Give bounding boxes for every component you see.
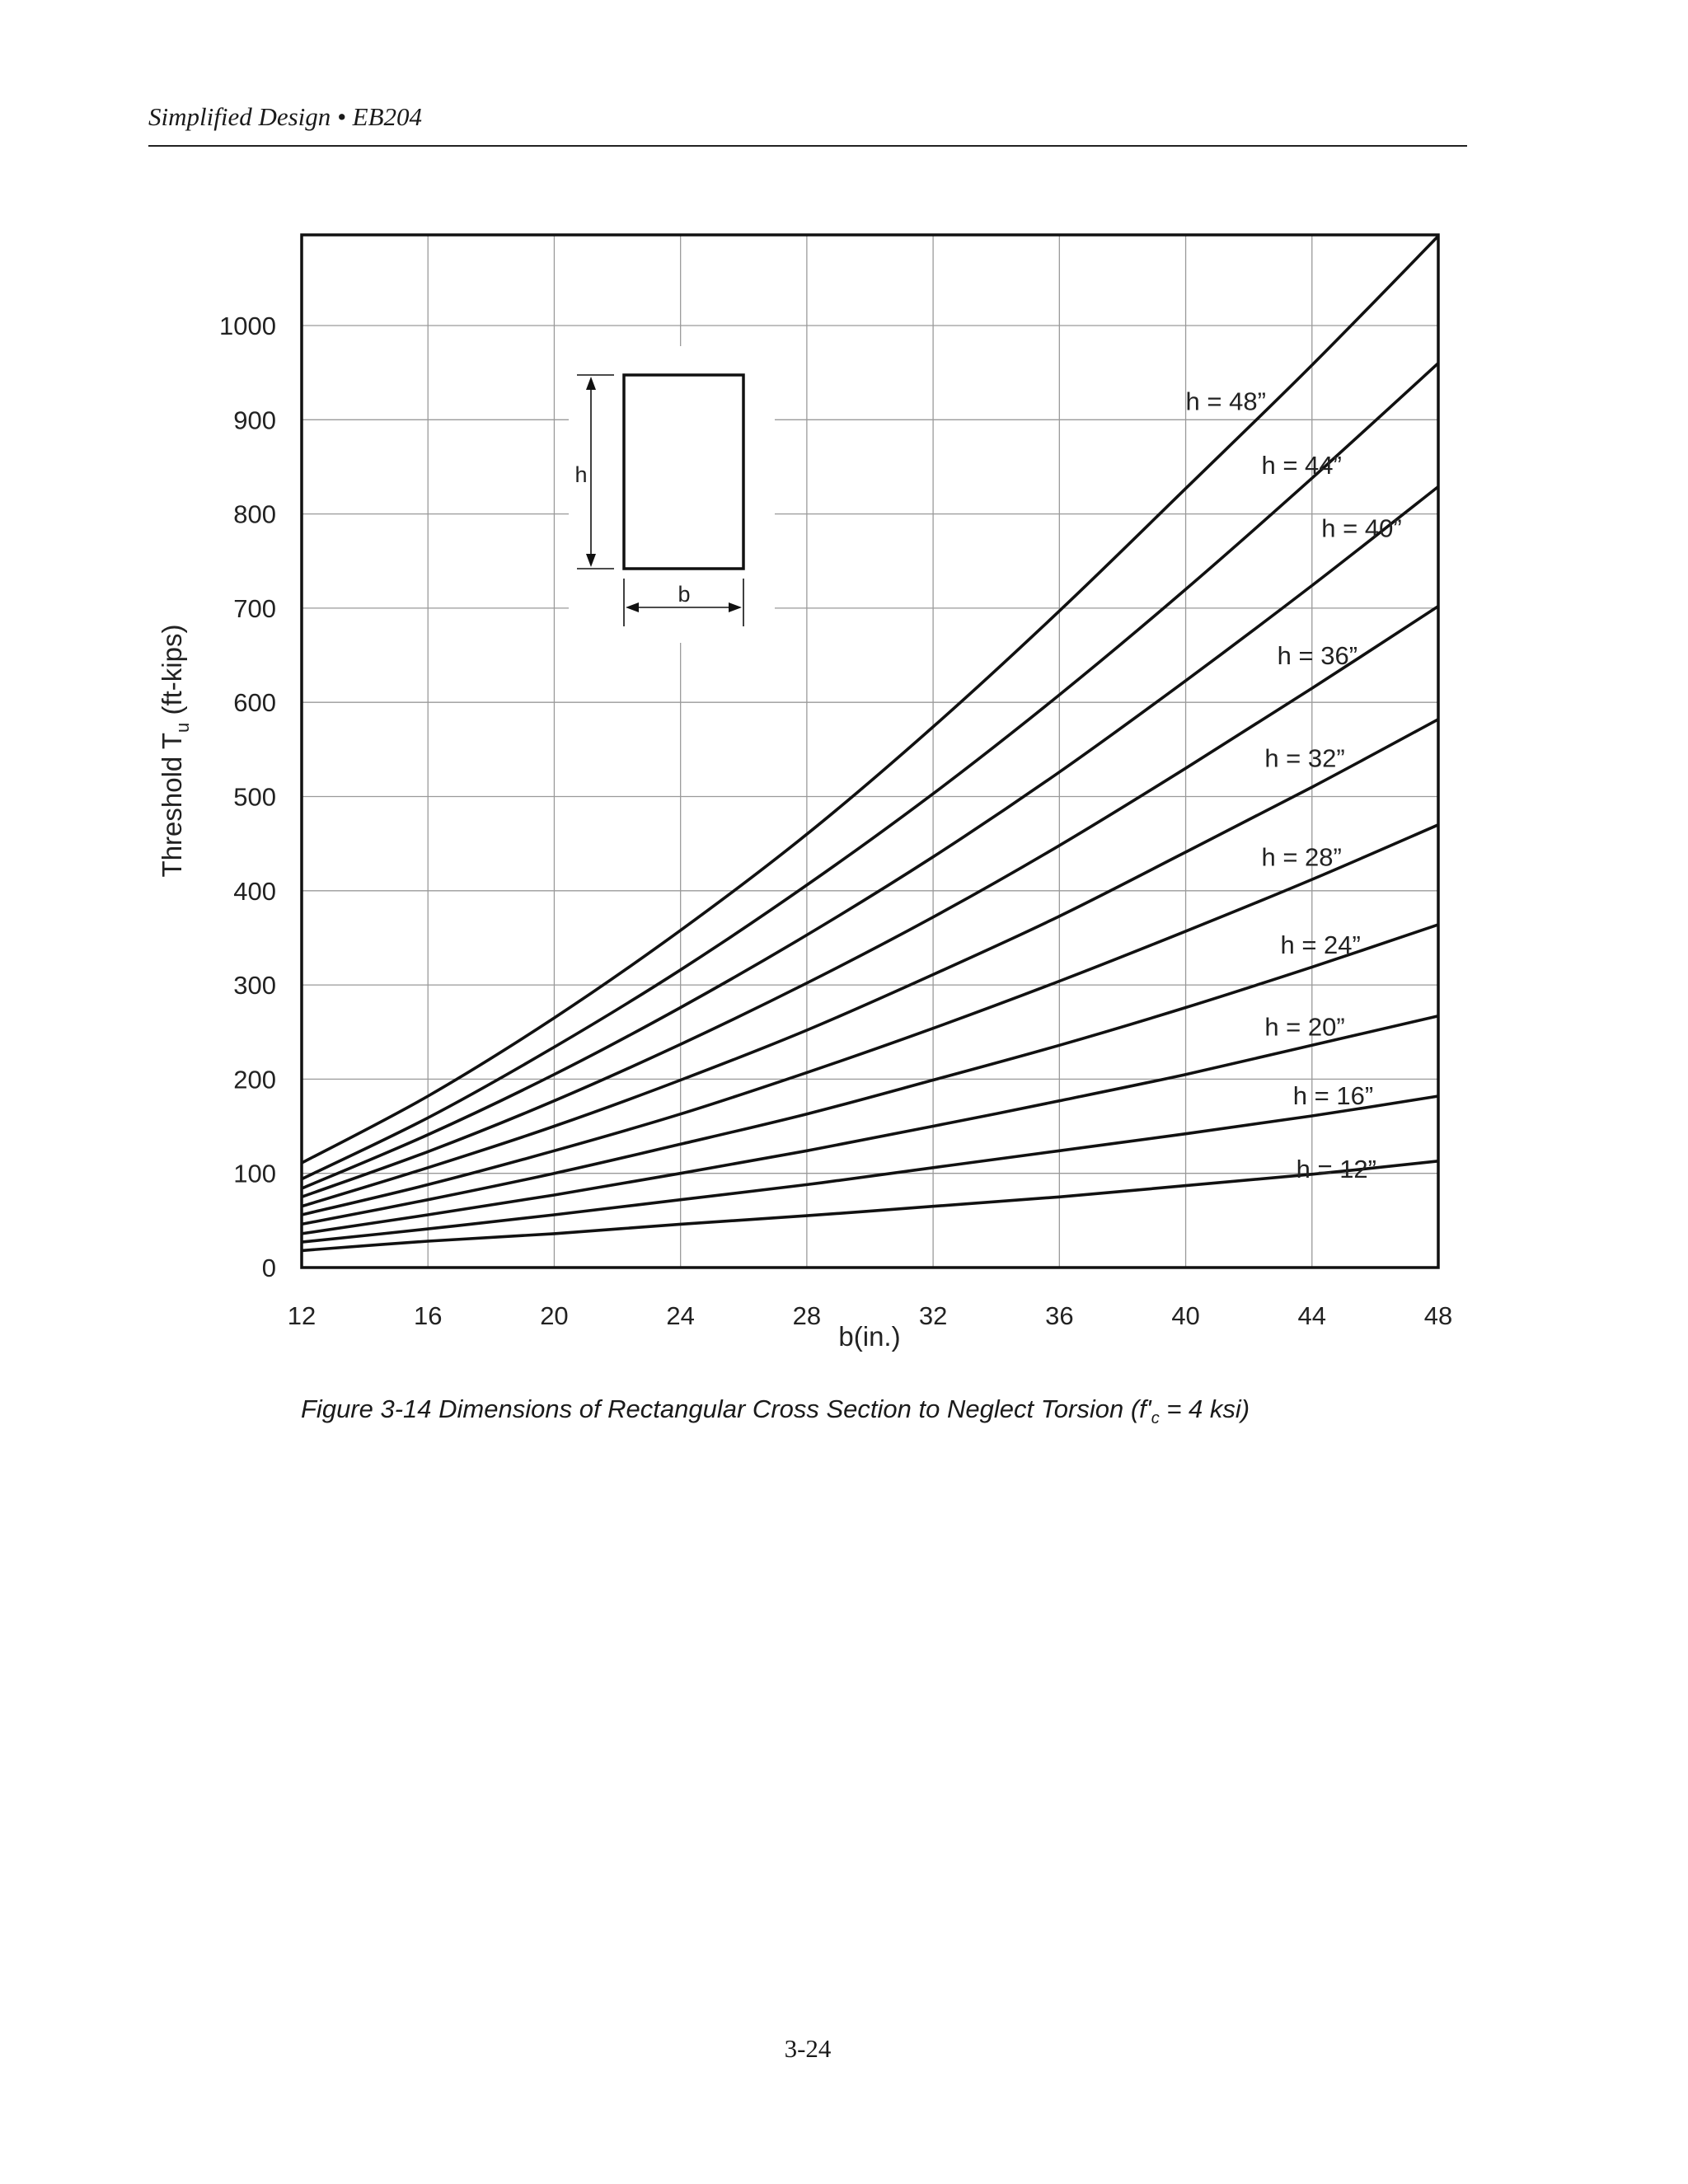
- cross-section-inset: h b: [569, 346, 775, 643]
- y-tick-label: 900: [233, 405, 276, 434]
- series-line: [301, 718, 1439, 1208]
- y-tick-label: 800: [233, 500, 276, 529]
- series-label: h = 44”: [1261, 451, 1341, 480]
- series-line: [301, 1094, 1439, 1244]
- series-label: h = 48”: [1186, 387, 1266, 415]
- threshold-torsion-chart: h b 12 16 20 24 28 32 36 40 44 48 0 100 200 300 400 500…: [157, 233, 1452, 1352]
- series-label: h = 36”: [1278, 641, 1357, 670]
- x-tick-label: 24: [666, 1301, 694, 1330]
- y-tick-label: 700: [233, 594, 276, 623]
- series-label: h = 40”: [1321, 514, 1401, 543]
- series-line: [301, 1160, 1439, 1253]
- x-tick-label: 28: [793, 1301, 821, 1330]
- series-curves: [301, 235, 1440, 1253]
- x-axis-label: b(in.): [838, 1321, 900, 1352]
- series-line: [301, 485, 1440, 1190]
- y-tick-label: 300: [233, 971, 276, 1000]
- series-label: h = 24”: [1280, 930, 1360, 959]
- inset-b-label: b: [678, 582, 690, 607]
- series-line: [301, 923, 1439, 1226]
- h-arrow-up: [586, 377, 596, 390]
- b-arrow-right: [729, 602, 742, 612]
- x-tick-label: 44: [1298, 1301, 1326, 1330]
- series-label: h = 20”: [1264, 1012, 1344, 1041]
- series-line: [301, 823, 1439, 1216]
- series-line: [301, 605, 1439, 1198]
- grid-lines: [302, 235, 1438, 1268]
- series-label: h = 32”: [1264, 744, 1344, 773]
- y-tick-label: 600: [233, 688, 276, 717]
- cross-section-rectangle: [622, 373, 745, 570]
- y-tick-label: 1000: [219, 312, 276, 340]
- series-line: [301, 1015, 1439, 1235]
- inset-background: [569, 346, 775, 643]
- series-label: h = 28”: [1261, 843, 1341, 872]
- series-labels: h = 12” h = 16” h = 20” h = 24” h = 28” h = 3…: [1186, 387, 1402, 1183]
- y-tick-label: 500: [233, 783, 276, 812]
- inset-h-label: h: [574, 462, 587, 487]
- tick-labels: 12 16 20 24 28 32 36 40 44 48 0 100 200 300 400 500 600 7…: [219, 312, 1452, 1330]
- y-tick-label: 400: [233, 877, 276, 906]
- running-head: Simplified Design • EB204: [148, 102, 423, 131]
- series-line: [301, 362, 1440, 1181]
- b-arrow-left: [626, 602, 639, 612]
- x-tick-label: 40: [1171, 1301, 1199, 1330]
- page-number: 3-24: [784, 2034, 832, 2063]
- header-rule: [148, 145, 1467, 147]
- series-label: h = 12”: [1296, 1155, 1376, 1183]
- y-tick-label: 0: [262, 1254, 276, 1282]
- y-tick-label: 200: [233, 1065, 276, 1094]
- x-tick-label: 36: [1045, 1301, 1073, 1330]
- figure-caption: Figure 3-14 Dimensions of Rectangular Cr…: [301, 1394, 1250, 1428]
- y-axis-label: Threshold Tu (ft-kips): [157, 625, 193, 878]
- x-tick-label: 20: [540, 1301, 568, 1330]
- series-line: [301, 235, 1440, 1165]
- plot-frame: [300, 233, 1440, 1269]
- x-tick-label: 16: [414, 1301, 442, 1330]
- x-tick-label: 12: [288, 1301, 316, 1330]
- x-tick-label: 48: [1424, 1301, 1452, 1330]
- y-tick-label: 100: [233, 1160, 276, 1188]
- h-arrow-down: [586, 554, 596, 567]
- x-tick-label: 32: [919, 1301, 947, 1330]
- series-label: h = 16”: [1293, 1081, 1373, 1110]
